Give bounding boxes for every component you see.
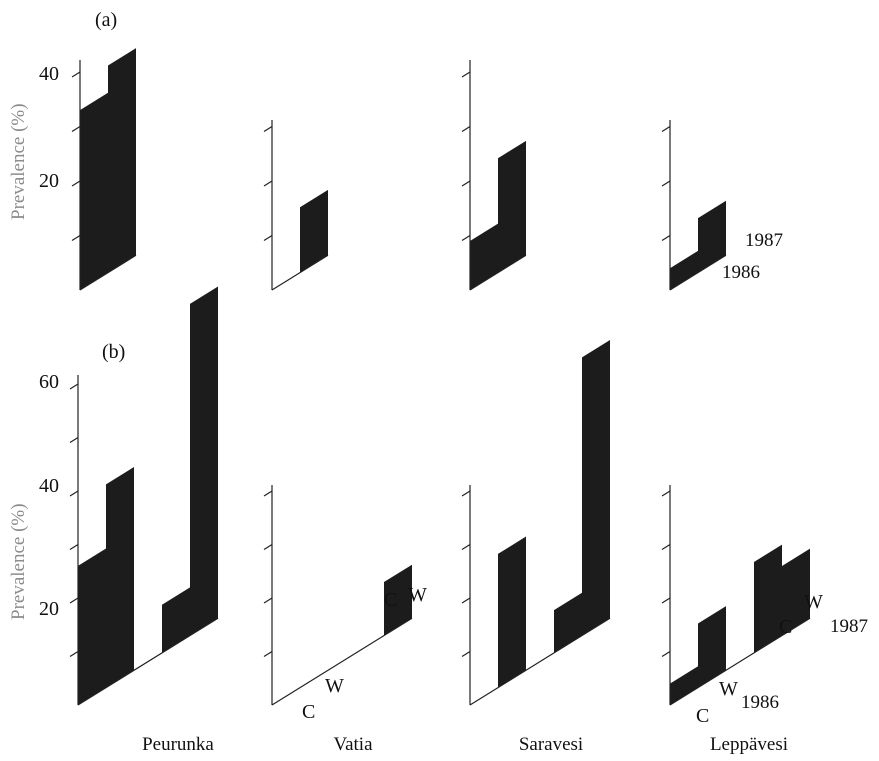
vatia-c-label: C [302,701,315,723]
y-tick [71,125,81,133]
floor-line [79,254,137,291]
vatia-c-label: C [384,589,397,611]
bar-peurunka-C-1987 [162,587,190,653]
y-tick [661,490,671,497]
y-tick-label: 20 [39,598,59,620]
year-label-1986: 1986 [722,262,760,283]
y-tick [263,180,273,187]
lake-label-peurunka: Peurunka [142,734,214,755]
floor-line [469,617,611,706]
y-tick [69,543,79,551]
y-tick [263,650,273,658]
y-tick [69,436,79,444]
year-label-1987: 1987 [745,230,783,251]
leppavesi-c-label: C [779,616,792,638]
y-tick [69,650,79,658]
y-tick [71,180,81,187]
axes-layer [69,60,811,706]
y-tick-label: 40 [39,475,59,497]
y-tick [71,234,81,242]
floor-line [271,617,413,706]
y-tick [661,180,671,187]
y-tick [461,543,471,551]
vatia-w-label: W [408,584,427,606]
lake-label-leppavesi: Leppävesi [710,734,788,755]
floor-line [271,254,329,291]
y-tick [263,543,273,551]
bar-vatia-1987 [300,189,328,273]
y-tick-label: 40 [39,63,59,85]
vatia-w-label: W [325,675,344,697]
bar-saravesi-1987 [498,140,526,273]
y-tick [263,597,273,604]
year-label-1987: 1987 [830,616,868,637]
y-tick [263,490,273,497]
floor-line [77,617,219,706]
y-tick [661,234,671,242]
y-tick [69,490,79,497]
y-tick-label: 60 [39,371,59,393]
bar-leppävesi-1986 [670,250,698,290]
bar-leppävesi-W-1987 [782,548,810,636]
y-tick [461,180,471,187]
y-tick [661,650,671,658]
y-tick [263,125,273,133]
y-tick [461,650,471,658]
bar-vatia-W-1987 [384,564,412,636]
leppavesi-w-label: W [804,591,823,613]
y-tick [461,125,471,133]
year-label-1986: 1986 [741,692,779,713]
bar-peurunka-1986 [80,92,108,290]
y-tick [661,125,671,133]
y-tick [461,71,471,78]
y-tick [461,597,471,604]
bar-leppävesi-C-1987 [754,544,782,653]
y-tick [461,490,471,497]
bar-saravesi-C-1987 [554,592,582,653]
lake-label-saravesi: Saravesi [519,734,583,755]
bar-saravesi-W-1987 [582,340,610,636]
lake-label-vatia: Vatia [333,734,373,755]
y-tick [69,383,79,390]
floor-line [669,617,811,706]
y-tick [661,597,671,604]
bar-peurunka-1987 [108,48,136,273]
y-tick [69,597,79,604]
leppavesi-w-label: W [719,678,738,700]
y-tick [661,543,671,551]
bar-leppävesi-C-1986 [670,666,698,705]
y-tick [461,234,471,242]
panel-a-label: (a) [95,9,117,31]
bars-layer [78,48,810,705]
y-tick-label: 20 [39,170,59,192]
bar-peurunka-C-1986 [78,548,106,705]
floor-line [469,254,527,291]
y-axis-title-b: Prevalence (%) [8,503,29,620]
leppavesi-c-label: C [696,705,709,727]
bar-saravesi-W-1986 [498,536,526,688]
bar-peurunka-W-1986 [106,466,134,688]
y-axis-title-a: Prevalence (%) [8,103,29,220]
bar-leppävesi-1987 [698,200,726,273]
bar-peurunka-W-1987 [190,286,218,636]
bar-saravesi-1986 [470,223,498,290]
y-tick [263,234,273,242]
y-tick [71,71,81,78]
panel-b-label: (b) [102,341,125,363]
floor-line [669,254,727,291]
bar-leppävesi-W-1986 [698,606,726,688]
